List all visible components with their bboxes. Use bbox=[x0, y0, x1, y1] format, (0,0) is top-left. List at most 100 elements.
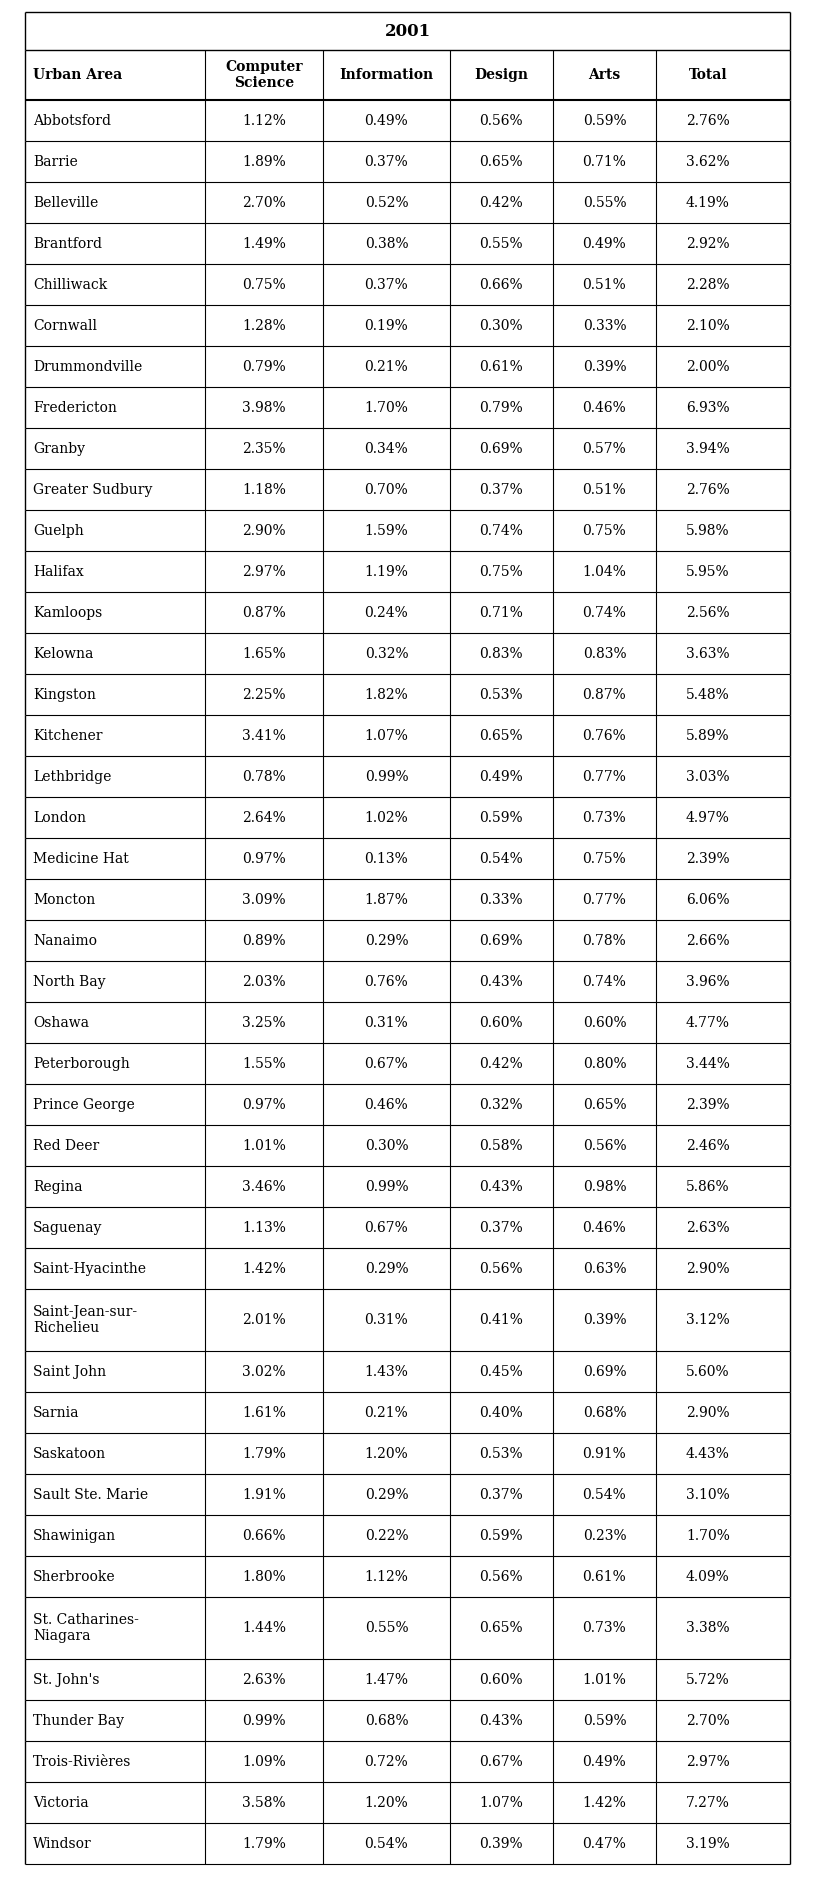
Text: Arts: Arts bbox=[588, 68, 620, 81]
Text: London: London bbox=[33, 811, 86, 825]
Text: 3.58%: 3.58% bbox=[242, 1796, 286, 1810]
Text: 0.21%: 0.21% bbox=[364, 360, 408, 374]
Text: 0.55%: 0.55% bbox=[364, 1621, 408, 1634]
Text: 2.63%: 2.63% bbox=[242, 1672, 286, 1687]
Text: 0.34%: 0.34% bbox=[364, 442, 408, 455]
Text: 0.65%: 0.65% bbox=[479, 155, 523, 168]
Text: Granby: Granby bbox=[33, 442, 85, 455]
Text: 0.99%: 0.99% bbox=[242, 1713, 286, 1727]
Text: 0.52%: 0.52% bbox=[364, 196, 408, 209]
Text: Cornwall: Cornwall bbox=[33, 319, 97, 332]
Text: 3.94%: 3.94% bbox=[686, 442, 729, 455]
Text: Total: Total bbox=[689, 68, 727, 81]
Text: 0.39%: 0.39% bbox=[583, 360, 626, 374]
Text: 0.56%: 0.56% bbox=[479, 1262, 523, 1276]
Text: 0.59%: 0.59% bbox=[583, 113, 626, 128]
Text: Information: Information bbox=[339, 68, 434, 81]
Text: 0.53%: 0.53% bbox=[479, 1447, 523, 1461]
Text: 0.49%: 0.49% bbox=[583, 1755, 627, 1768]
Text: 3.02%: 3.02% bbox=[242, 1364, 286, 1379]
Text: 2.63%: 2.63% bbox=[686, 1221, 729, 1234]
Text: 0.87%: 0.87% bbox=[583, 687, 627, 702]
Text: 3.98%: 3.98% bbox=[242, 400, 286, 415]
Text: 2.39%: 2.39% bbox=[686, 1098, 729, 1111]
Text: Kitchener: Kitchener bbox=[33, 728, 103, 742]
Text: 2.10%: 2.10% bbox=[686, 319, 729, 332]
Text: 0.54%: 0.54% bbox=[364, 1836, 408, 1851]
Text: Lethbridge: Lethbridge bbox=[33, 770, 112, 783]
Text: 0.74%: 0.74% bbox=[583, 974, 627, 989]
Text: 0.24%: 0.24% bbox=[364, 606, 408, 619]
Text: 5.86%: 5.86% bbox=[686, 1179, 729, 1193]
Text: 1.09%: 1.09% bbox=[242, 1755, 286, 1768]
Text: Brantford: Brantford bbox=[33, 236, 102, 251]
Text: 0.67%: 0.67% bbox=[364, 1221, 408, 1234]
Text: 0.43%: 0.43% bbox=[479, 1713, 523, 1727]
Text: 2.92%: 2.92% bbox=[686, 236, 729, 251]
Text: 1.79%: 1.79% bbox=[242, 1447, 286, 1461]
Text: Thunder Bay: Thunder Bay bbox=[33, 1713, 124, 1727]
Text: 0.13%: 0.13% bbox=[364, 851, 408, 866]
Text: 2.76%: 2.76% bbox=[686, 483, 729, 496]
Text: Saint John: Saint John bbox=[33, 1364, 106, 1379]
Text: 0.79%: 0.79% bbox=[242, 360, 286, 374]
Text: 0.40%: 0.40% bbox=[479, 1406, 523, 1419]
Text: 5.72%: 5.72% bbox=[686, 1672, 729, 1687]
Text: 0.29%: 0.29% bbox=[364, 934, 408, 947]
Text: 3.25%: 3.25% bbox=[242, 1015, 286, 1030]
Text: Halifax: Halifax bbox=[33, 564, 84, 579]
Text: Guelph: Guelph bbox=[33, 523, 84, 538]
Text: North Bay: North Bay bbox=[33, 974, 105, 989]
Text: Saguenay: Saguenay bbox=[33, 1221, 103, 1234]
Text: 0.55%: 0.55% bbox=[479, 236, 523, 251]
Text: 0.71%: 0.71% bbox=[583, 155, 627, 168]
Text: 1.12%: 1.12% bbox=[242, 113, 286, 128]
Text: 1.01%: 1.01% bbox=[583, 1672, 627, 1687]
Text: 0.89%: 0.89% bbox=[242, 934, 286, 947]
Text: 4.77%: 4.77% bbox=[685, 1015, 729, 1030]
Text: 0.46%: 0.46% bbox=[583, 1221, 627, 1234]
Text: 0.38%: 0.38% bbox=[364, 236, 408, 251]
Text: 0.45%: 0.45% bbox=[479, 1364, 523, 1379]
Text: 1.01%: 1.01% bbox=[242, 1138, 286, 1153]
Text: Kamloops: Kamloops bbox=[33, 606, 102, 619]
Text: 0.68%: 0.68% bbox=[364, 1713, 408, 1727]
Text: Drummondville: Drummondville bbox=[33, 360, 143, 374]
Text: 0.78%: 0.78% bbox=[583, 934, 627, 947]
Text: 0.31%: 0.31% bbox=[364, 1313, 408, 1327]
Text: 1.44%: 1.44% bbox=[242, 1621, 286, 1634]
Text: 0.67%: 0.67% bbox=[364, 1057, 408, 1070]
Text: Kelowna: Kelowna bbox=[33, 647, 94, 660]
Text: 0.75%: 0.75% bbox=[583, 523, 627, 538]
Text: 4.19%: 4.19% bbox=[686, 196, 729, 209]
Text: 0.98%: 0.98% bbox=[583, 1179, 626, 1193]
Text: Moncton: Moncton bbox=[33, 893, 95, 906]
Text: 2.70%: 2.70% bbox=[242, 196, 286, 209]
Text: 0.77%: 0.77% bbox=[583, 770, 627, 783]
Text: Trois-Rivières: Trois-Rivières bbox=[33, 1755, 131, 1768]
Text: 0.42%: 0.42% bbox=[479, 196, 523, 209]
Text: 2.90%: 2.90% bbox=[242, 523, 286, 538]
Text: 0.37%: 0.37% bbox=[364, 277, 408, 291]
Text: 0.69%: 0.69% bbox=[479, 934, 523, 947]
Text: 1.18%: 1.18% bbox=[242, 483, 286, 496]
Text: 1.07%: 1.07% bbox=[364, 728, 408, 742]
Text: 0.69%: 0.69% bbox=[479, 442, 523, 455]
Text: Kingston: Kingston bbox=[33, 687, 96, 702]
Text: 4.97%: 4.97% bbox=[686, 811, 729, 825]
Text: 0.53%: 0.53% bbox=[479, 687, 523, 702]
Text: 0.83%: 0.83% bbox=[479, 647, 523, 660]
Text: Greater Sudbury: Greater Sudbury bbox=[33, 483, 152, 496]
Text: 5.95%: 5.95% bbox=[686, 564, 729, 579]
Text: 0.41%: 0.41% bbox=[479, 1313, 523, 1327]
Text: Computer
Science: Computer Science bbox=[225, 60, 303, 91]
Text: 0.56%: 0.56% bbox=[479, 113, 523, 128]
Text: 0.37%: 0.37% bbox=[364, 155, 408, 168]
Text: 0.19%: 0.19% bbox=[364, 319, 408, 332]
Text: 0.83%: 0.83% bbox=[583, 647, 626, 660]
Text: 0.75%: 0.75% bbox=[479, 564, 523, 579]
Text: 3.41%: 3.41% bbox=[242, 728, 286, 742]
Text: 0.74%: 0.74% bbox=[479, 523, 523, 538]
Text: 5.60%: 5.60% bbox=[686, 1364, 729, 1379]
Text: Abbotsford: Abbotsford bbox=[33, 113, 111, 128]
